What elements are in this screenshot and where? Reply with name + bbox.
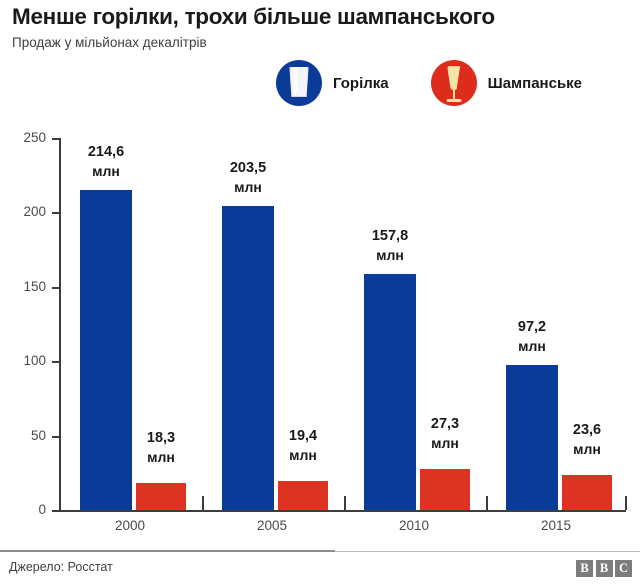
legend-label-champagne: Шампанське — [487, 74, 583, 92]
bar-value-vodka-2005: 203,5 — [229, 160, 267, 176]
bar-unit-vodka-2000: млн — [92, 163, 120, 179]
y-tick-0 — [52, 510, 60, 512]
x-tick-sep-2 — [344, 496, 346, 510]
y-tick-200 — [52, 212, 60, 214]
bar-unit-vodka-2005: млн — [234, 179, 262, 195]
legend-label-vodka: Горілка — [333, 74, 389, 92]
glass-icon — [276, 60, 322, 106]
bar-champagne-2000[interactable] — [136, 483, 186, 510]
bar-label-vodka-2015: 97,2 млн — [477, 318, 587, 356]
bar-unit-champagne-2005: млн — [289, 447, 317, 463]
champagne-flute-icon-foot — [446, 99, 462, 102]
bar-label-champagne-2000: 18,3 млн — [106, 429, 216, 467]
bar-champagne-2005[interactable] — [278, 481, 328, 510]
bbc-logo-letter-2: B — [595, 560, 613, 577]
bar-value-champagne-2005: 19,4 — [288, 428, 318, 444]
source-label: Джерело: Росстат — [9, 560, 113, 574]
glass-icon-shine — [293, 69, 298, 93]
bar-label-champagne-2010: 27,3 млн — [390, 415, 500, 453]
x-tick-label-2005: 2005 — [256, 518, 288, 533]
bar-vodka-2010[interactable] — [364, 274, 416, 510]
bar-champagne-2015[interactable] — [562, 475, 612, 510]
chart-subtitle: Продаж у мільйонах декалітрів — [12, 35, 207, 50]
x-tick-sep-3 — [486, 496, 488, 510]
y-tick-label-200: 200 — [23, 204, 46, 219]
x-axis-line — [59, 510, 626, 512]
x-tick-label-2015: 2015 — [540, 518, 572, 533]
y-tick-250 — [52, 138, 60, 140]
y-tick-100 — [52, 361, 60, 363]
bbc-logo: B B C — [576, 560, 632, 577]
bar-vodka-2000[interactable] — [80, 190, 132, 510]
bar-vodka-2005[interactable] — [222, 206, 274, 510]
chart-legend: Горілка Шампанське — [276, 60, 582, 106]
y-tick-label-50: 50 — [30, 428, 46, 443]
bbc-logo-letter-1: B — [576, 560, 593, 577]
bar-label-vodka-2000: 214,6 млн — [51, 143, 161, 181]
y-tick-label-0: 0 — [38, 502, 46, 517]
bar-value-vodka-2010: 157,8 — [371, 228, 409, 244]
bar-label-champagne-2005: 19,4 млн — [248, 427, 358, 465]
bar-label-vodka-2010: 157,8 млн — [335, 227, 445, 265]
bar-unit-champagne-2010: млн — [431, 435, 459, 451]
page-title: Менше горілки, трохи більше шампанського — [12, 4, 495, 29]
y-tick-50 — [52, 436, 60, 438]
champagne-flute-icon-stem — [452, 89, 455, 100]
bar-value-vodka-2015: 97,2 — [517, 319, 547, 335]
bar-unit-champagne-2000: млн — [147, 449, 175, 465]
bar-unit-champagne-2015: млн — [573, 441, 601, 457]
bar-label-vodka-2005: 203,5 млн — [193, 159, 303, 197]
champagne-flute-icon — [430, 60, 477, 106]
x-tick-sep-4 — [625, 496, 627, 510]
y-tick-label-100: 100 — [23, 353, 46, 368]
y-tick-label-250: 250 — [23, 130, 46, 145]
x-tick-label-2000: 2000 — [114, 518, 146, 533]
x-tick-label-2010: 2010 — [398, 518, 430, 533]
y-tick-150 — [52, 287, 60, 289]
bar-unit-vodka-2010: млн — [376, 247, 404, 263]
y-axis-line — [59, 138, 61, 511]
bar-champagne-2010[interactable] — [420, 469, 470, 510]
bbc-logo-letter-3: C — [615, 560, 632, 577]
bar-vodka-2015[interactable] — [506, 365, 558, 510]
bar-value-champagne-2010: 27,3 — [430, 416, 460, 432]
bar-value-champagne-2000: 18,3 — [146, 430, 176, 446]
chart-header: Менше горілки, трохи більше шампанського… — [12, 4, 630, 52]
bar-label-champagne-2015: 23,6 млн — [532, 421, 640, 459]
legend-item-champagne: Шампанське — [430, 60, 583, 106]
bar-unit-vodka-2015: млн — [518, 338, 546, 354]
legend-item-vodka: Горілка — [276, 60, 389, 106]
bar-value-champagne-2015: 23,6 — [572, 422, 602, 438]
y-tick-label-150: 150 — [23, 279, 46, 294]
x-tick-sep-1 — [202, 496, 204, 510]
bar-value-vodka-2000: 214,6 — [87, 144, 125, 160]
footer-divider-accent — [0, 550, 335, 552]
